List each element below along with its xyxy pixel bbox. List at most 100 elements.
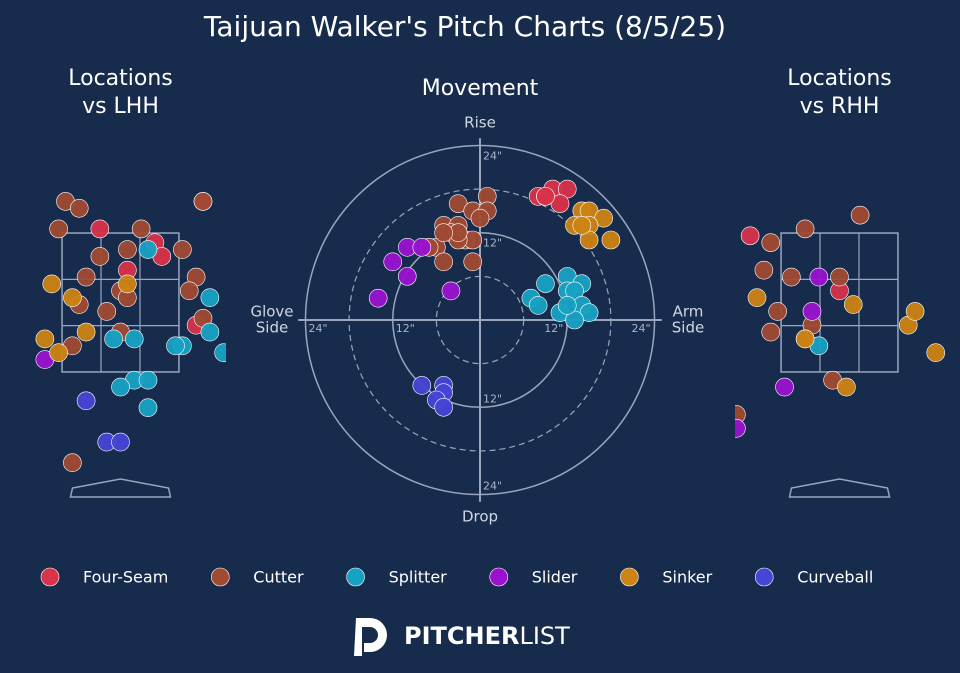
pitch-point — [601, 230, 621, 250]
ring-label: 24" — [632, 322, 651, 335]
pitch-point — [740, 226, 760, 246]
axis-label: Side — [256, 319, 288, 337]
legend-swatch — [210, 567, 230, 587]
logo-bold: PITCHER — [404, 622, 519, 650]
pitch-point — [49, 343, 68, 362]
strike-zone — [61, 232, 180, 373]
pitch-point — [830, 267, 849, 287]
pitch-point — [193, 192, 213, 211]
axis-label: Side — [672, 319, 704, 337]
pitch-point — [463, 252, 483, 272]
legend-swatch — [40, 567, 60, 587]
pitch-point — [76, 267, 96, 287]
legend-label: Four-Seam — [83, 568, 168, 587]
pitch-point — [528, 296, 548, 315]
pitch-point — [35, 329, 55, 349]
pitch-point — [63, 288, 82, 307]
home-plate — [69, 478, 172, 498]
pitch-point — [470, 208, 490, 228]
legend-label: Curveball — [797, 568, 873, 587]
ring-label: 24" — [308, 322, 327, 335]
pitch-point — [111, 377, 130, 397]
pitch-point — [850, 205, 870, 225]
ring-label: 24" — [483, 149, 502, 162]
legend-label: Sinker — [662, 568, 712, 587]
panel-title: Movement — [422, 76, 539, 101]
pitch-point — [138, 370, 158, 390]
pitch-point — [536, 274, 555, 293]
panel — [735, 205, 946, 498]
ring-label: 12" — [483, 237, 502, 250]
ring-label: 12" — [544, 322, 563, 335]
panel-title: Locations — [68, 66, 173, 91]
legend-label: Cutter — [253, 568, 304, 587]
panel-title: vs RHH — [800, 94, 880, 119]
pitch-point — [572, 216, 592, 235]
pitch-point — [795, 329, 815, 349]
strike-zone — [780, 232, 899, 373]
legend-swatch — [620, 567, 639, 587]
pitch-point — [76, 391, 96, 411]
pitch-point — [434, 397, 453, 417]
pitch-point — [42, 274, 62, 294]
ring-label: 12" — [483, 392, 502, 405]
pitch-point — [747, 288, 767, 307]
pitch-point — [166, 336, 185, 356]
pitch-point — [754, 260, 774, 280]
pitch-point — [768, 302, 787, 321]
legend-swatch — [489, 567, 509, 587]
panel-title: Locations — [787, 66, 892, 91]
panel-title: vs LHH — [82, 94, 159, 119]
pitch-point — [735, 419, 746, 438]
pitch-point — [90, 219, 110, 239]
pitch-point — [118, 240, 137, 259]
pitch-point — [434, 252, 453, 272]
pitch-point — [843, 295, 863, 314]
pitch-point — [69, 198, 89, 218]
chart-title: Taijuan Walker's Pitch Charts (8/5/25) — [203, 10, 726, 43]
pitch-point — [90, 247, 110, 266]
pitch-point — [63, 453, 82, 473]
pitch-point — [49, 219, 68, 239]
pitch-point — [441, 281, 461, 301]
ring-label: 12" — [396, 322, 415, 335]
axis-label: Glove — [250, 303, 293, 321]
pitch-point — [837, 377, 856, 397]
legend-swatch — [754, 567, 774, 587]
axis-label: Drop — [462, 507, 498, 525]
pitch-point — [111, 432, 130, 452]
pitch-point — [536, 187, 555, 206]
pitch-point — [138, 398, 158, 418]
panel — [35, 192, 226, 498]
pitch-point — [118, 274, 137, 294]
pitch-point — [131, 219, 151, 239]
pitch-point — [200, 322, 220, 342]
pitch-point — [214, 343, 226, 362]
pitch-point — [412, 237, 432, 257]
pitch-point — [173, 240, 192, 259]
pitch-point — [104, 329, 123, 349]
pitch-point — [809, 267, 829, 287]
pitch-point — [383, 252, 403, 272]
pitch-point — [761, 322, 781, 342]
pitch-point — [775, 377, 794, 397]
pitch-point — [76, 322, 96, 342]
pitch-point — [905, 302, 925, 321]
legend-swatch — [346, 567, 365, 587]
pitch-point — [97, 302, 117, 321]
axis-label: Arm — [673, 303, 704, 321]
legend-label: Slider — [532, 568, 578, 587]
pitch-point — [761, 233, 781, 252]
pitch-point — [434, 223, 453, 243]
logo: PITCHER LIST — [354, 618, 570, 656]
pitch-point — [138, 240, 158, 259]
pitch-point — [795, 219, 815, 239]
pitch-point — [179, 281, 199, 301]
legend-label: Splitter — [389, 568, 448, 587]
pitch-point — [397, 267, 417, 286]
pitch-point — [412, 376, 432, 395]
pitch-point — [368, 288, 388, 308]
axis-label: Rise — [464, 114, 496, 132]
